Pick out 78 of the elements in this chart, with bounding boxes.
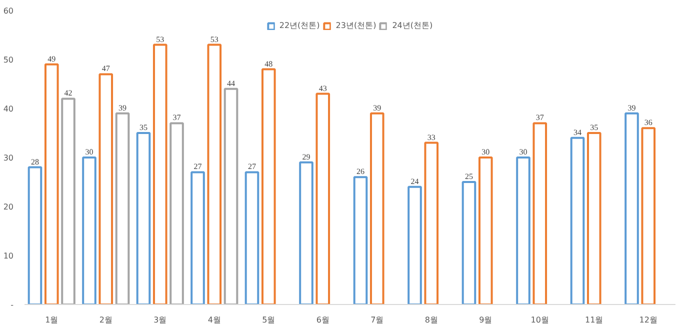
- bar: [353, 176, 368, 304]
- bar: [82, 156, 96, 304]
- data-label: 48: [264, 59, 273, 68]
- bar: [190, 171, 205, 304]
- y-tick-label: 60: [3, 6, 14, 16]
- data-label: 43: [318, 84, 327, 93]
- bar: [207, 44, 222, 304]
- bar: [61, 98, 76, 304]
- x-tick-label: 1월: [45, 316, 58, 324]
- data-label: 35: [590, 123, 598, 132]
- bar: [316, 92, 330, 304]
- y-tick-label: 20: [3, 202, 14, 212]
- bar: [170, 122, 184, 304]
- data-label: 28: [30, 157, 39, 166]
- data-label: 24: [410, 176, 419, 186]
- data-label: 53: [210, 34, 218, 44]
- data-label: 39: [118, 103, 127, 112]
- legend-label: 23년(천톤): [336, 20, 376, 31]
- legend-label: 22년(천톤): [279, 20, 320, 31]
- data-label: 26: [356, 167, 364, 176]
- bar: [370, 112, 384, 304]
- data-label: 30: [85, 148, 94, 156]
- data-label: 49: [48, 54, 56, 64]
- x-tick-label: 6월: [316, 316, 330, 324]
- legend-label: 24년(천톤): [392, 20, 433, 31]
- y-tick-label: 40: [3, 104, 14, 114]
- bar: [152, 44, 168, 304]
- data-label: 27: [194, 162, 202, 172]
- bar: [462, 181, 476, 304]
- data-label: 30: [482, 148, 490, 156]
- data-label: 39: [628, 103, 636, 112]
- y-tick-label: -: [10, 300, 14, 310]
- bar: [244, 171, 260, 304]
- data-label: 39: [373, 103, 382, 112]
- bar: [98, 73, 114, 304]
- bar: [299, 161, 314, 304]
- y-tick-label: 30: [3, 154, 14, 162]
- data-label: 42: [64, 88, 72, 98]
- data-label: 53: [156, 34, 164, 44]
- x-tick-label: 5월: [262, 316, 276, 324]
- x-tick-label: 11월: [585, 316, 604, 324]
- bar: [516, 156, 530, 304]
- bar: [570, 136, 585, 304]
- data-label: 47: [102, 64, 110, 74]
- bar: [424, 142, 439, 304]
- data-label: 25: [464, 172, 473, 181]
- x-tick-label: 2월: [99, 316, 112, 324]
- bar: [624, 112, 639, 304]
- data-label: 34: [573, 128, 582, 137]
- data-label: 30: [519, 148, 528, 156]
- x-tick-label: 4월: [208, 316, 221, 324]
- data-label: 37: [172, 113, 181, 122]
- data-label: 33: [427, 132, 436, 142]
- x-tick-label: 8월: [424, 316, 438, 324]
- data-label: 27: [248, 162, 256, 172]
- data-label: 44: [227, 78, 236, 88]
- data-label: 35: [139, 123, 148, 132]
- bar: [586, 132, 602, 304]
- data-label: 29: [302, 152, 310, 162]
- y-tick-label: 50: [3, 56, 14, 64]
- bar: [532, 122, 548, 304]
- data-label: 36: [644, 118, 652, 128]
- x-tick-label: 3월: [154, 316, 167, 324]
- y-tick-label: 10: [3, 252, 14, 260]
- bar: [28, 166, 42, 304]
- data-label: 37: [536, 113, 544, 122]
- bar: [115, 112, 130, 304]
- bar: [478, 156, 493, 304]
- x-tick-label: 7월: [370, 316, 384, 324]
- bar: [641, 127, 656, 304]
- bar: [44, 63, 59, 304]
- bar: [261, 68, 276, 304]
- x-tick-label: 12월: [639, 316, 658, 324]
- x-tick-label: 9월: [479, 316, 492, 324]
- bar: [136, 132, 151, 304]
- bar: [408, 186, 422, 304]
- x-tick-label: 10월: [530, 316, 549, 324]
- bar: [224, 88, 238, 304]
